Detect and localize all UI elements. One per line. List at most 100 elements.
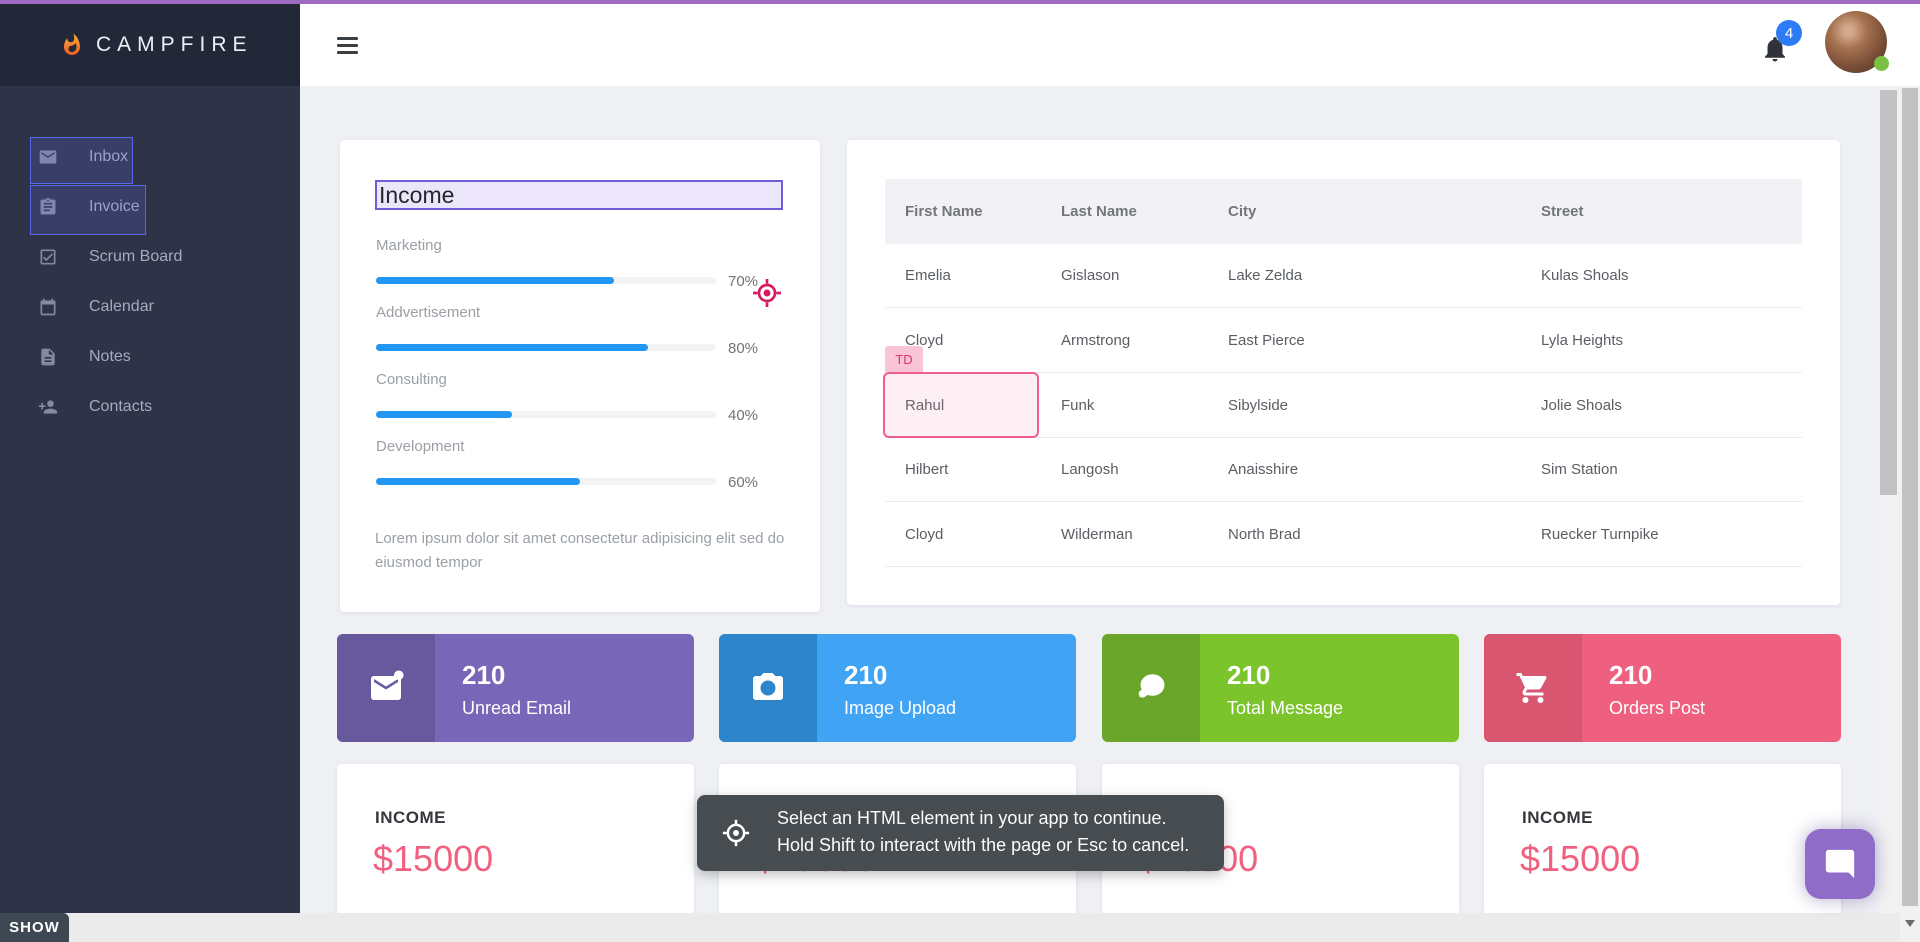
cell-first-name: Cloyd [905, 332, 944, 349]
stat-icon-block [1102, 634, 1200, 742]
flame-icon [64, 33, 80, 55]
income-summary-card: INCOME $15000 [337, 764, 694, 915]
hamburger-menu-button[interactable] [337, 37, 358, 55]
notification-badge: 4 [1776, 20, 1802, 46]
income-summary-title: INCOME [1522, 808, 1593, 827]
mail-icon [38, 147, 58, 167]
sidebar-item-inbox[interactable]: Inbox [0, 132, 300, 182]
cell-first-name: Cloyd [905, 526, 944, 543]
cell-city: Sibylside [1228, 397, 1289, 414]
stat-card-total-message: 210 Total Message [1102, 634, 1459, 742]
chat-fab-button[interactable] [1805, 829, 1875, 899]
crosshair-icon [722, 819, 750, 847]
sidebar-nav: Inbox Invoice Scrum Board Calendar [0, 132, 300, 432]
income-card-description: Lorem ipsum dolor sit amet consectetur a… [375, 530, 785, 571]
logo: CAMPFIRE [0, 4, 300, 86]
progress-label: Consulting [376, 371, 447, 388]
cell-last-name: Langosh [1061, 461, 1119, 478]
progress-bar-marketing [376, 277, 716, 284]
stat-label: Unread Email [462, 698, 572, 718]
online-status-dot [1874, 56, 1889, 71]
element-picker-highlight-invoice [30, 185, 146, 235]
sidebar: CAMPFIRE Inbox Invoice Scrum Board [0, 4, 300, 913]
inspector-tag-badge: TD [885, 346, 923, 372]
table-row[interactable]: Emelia Gislason Lake Zelda Kulas Shoals [885, 244, 1802, 308]
table-row[interactable]: Cloyd Wilderman North Brad Ruecker Turnp… [885, 503, 1802, 567]
sidebar-item-calendar[interactable]: Calendar [0, 282, 300, 332]
stat-value: 210 [844, 660, 888, 690]
stat-icon-block [337, 634, 435, 742]
cell-first-name: Rahul [905, 397, 945, 414]
sidebar-item-invoice[interactable]: Invoice [0, 182, 300, 232]
stat-value: 210 [1609, 660, 1653, 690]
notifications-button[interactable]: 4 [1760, 20, 1806, 70]
income-card: Income Marketing 70% Addvertisement 80% … [340, 140, 820, 612]
inspector-highlighted-cell [883, 372, 1039, 438]
cart-icon [1516, 672, 1547, 703]
income-title-highlight: Income [375, 180, 783, 210]
cell-city: Anaisshire [1228, 461, 1299, 478]
message-icon [1138, 674, 1165, 698]
column-header: Street [1541, 203, 1584, 220]
sidebar-item-label: Calendar [89, 298, 154, 315]
progress-label: Marketing [376, 237, 442, 254]
table-row[interactable]: Rahul Funk Sibylside Jolie Shoals [885, 374, 1802, 438]
column-header: First Name [905, 203, 983, 220]
stat-card-image-upload: 210 Image Upload [719, 634, 1076, 742]
stat-label: Image Upload [844, 698, 957, 718]
sidebar-item-scrum-board[interactable]: Scrum Board [0, 232, 300, 282]
picker-target-cursor-icon [753, 279, 781, 307]
show-button[interactable]: SHOW [0, 913, 69, 942]
income-card-title: Income [379, 181, 455, 208]
element-picker-highlight-inbox [30, 137, 133, 184]
cell-street: Ruecker Turnpike [1541, 526, 1659, 543]
email-stat-icon [371, 670, 404, 700]
avatar[interactable] [1825, 11, 1889, 73]
scrum-board-icon [38, 247, 58, 267]
table-row[interactable]: Cloyd Armstrong East Pierce Lyla Heights [885, 309, 1802, 373]
cell-first-name: Hilbert [905, 461, 949, 478]
cell-last-name: Armstrong [1061, 332, 1131, 349]
stat-card-unread-email: 210 Unread Email [337, 634, 694, 742]
sidebar-item-label: Invoice [89, 198, 140, 215]
logo-text: CAMPFIRE [96, 33, 253, 56]
hamburger-icon [337, 37, 358, 40]
column-header: City [1228, 203, 1257, 220]
income-summary-amount: $15000 [1520, 838, 1641, 879]
progress-fill [376, 478, 580, 485]
top-accent-bar [0, 0, 1920, 4]
stat-label: Orders Post [1609, 698, 1706, 718]
table-row[interactable]: Hilbert Langosh Anaisshire Sim Station [885, 438, 1802, 502]
sidebar-item-label: Scrum Board [89, 248, 183, 265]
progress-bar-consulting [376, 411, 716, 418]
inner-scrollbar[interactable] [1880, 86, 1897, 913]
chat-bubble-icon [1825, 849, 1855, 879]
notes-icon [38, 347, 58, 367]
cell-last-name: Gislason [1061, 267, 1120, 284]
sidebar-item-notes[interactable]: Notes [0, 332, 300, 382]
scroll-down-arrow-icon[interactable] [1905, 920, 1915, 927]
invoice-icon [38, 197, 58, 217]
outer-scrollbar-thumb[interactable] [1902, 88, 1918, 906]
income-summary-title: INCOME [375, 808, 446, 827]
inner-scrollbar-thumb[interactable] [1880, 90, 1897, 495]
income-summary-amount: $15000 [373, 838, 494, 879]
stat-label: Total Message [1227, 698, 1344, 718]
cell-city: Lake Zelda [1228, 267, 1303, 284]
outer-scrollbar[interactable] [1900, 86, 1920, 942]
sidebar-item-contacts[interactable]: Contacts [0, 382, 300, 432]
camera-icon [753, 673, 783, 700]
progress-fill [376, 344, 648, 351]
table-header-row: First Name Last Name City Street [885, 179, 1802, 244]
stat-card-orders-post: 210 Orders Post [1484, 634, 1841, 742]
sidebar-item-label: Contacts [89, 398, 153, 415]
bottom-scroll-band[interactable] [0, 913, 1900, 942]
cell-street: Kulas Shoals [1541, 267, 1629, 284]
cell-street: Jolie Shoals [1541, 397, 1622, 414]
cell-street: Lyla Heights [1541, 332, 1623, 349]
cell-city: East Pierce [1228, 332, 1305, 349]
progress-fill [376, 277, 614, 284]
stat-value: 210 [1227, 660, 1271, 690]
sidebar-item-label: Inbox [89, 148, 129, 165]
tooltip-line-1: Select an HTML element in your app to co… [777, 808, 1167, 828]
